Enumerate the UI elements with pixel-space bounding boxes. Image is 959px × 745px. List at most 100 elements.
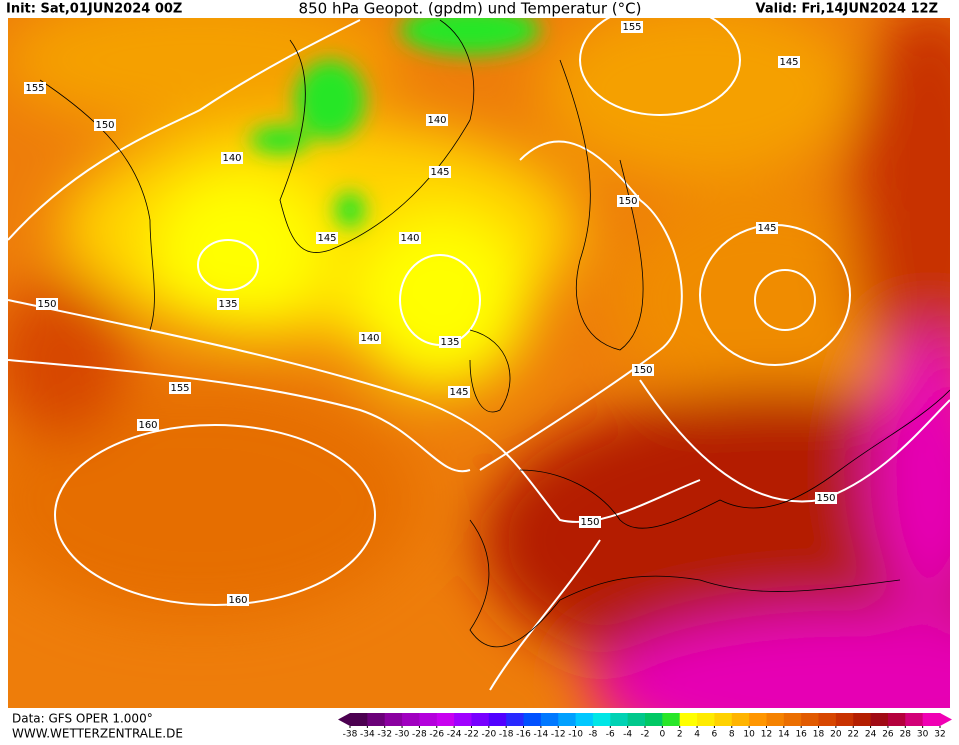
contour-label: 140 [360, 333, 379, 344]
colorbar-swatch [523, 713, 542, 726]
contour-label: 155 [25, 83, 44, 94]
coastlines [39, 19, 950, 648]
colorbar-tick-label: 16 [795, 730, 807, 740]
contour-label-bg [316, 232, 338, 244]
colorbar-swatch [887, 713, 906, 726]
colorbar-swatch [662, 713, 681, 726]
site: WWW.WETTERZENTRALE.DE [12, 727, 183, 741]
colorbar-tick-label: -18 [499, 730, 514, 740]
colorbar-tick-label: 26 [882, 730, 894, 740]
colorbar-tick-label: 2 [677, 730, 683, 740]
map-title: 850 hPa Geopot. (gpdm) und Temperatur (°… [299, 0, 642, 18]
contour-label: 135 [218, 299, 237, 310]
colorbar: -38 -34 -32 -30 -28 -26 -24 -22 -20 -18 -16 -14 -12-… [338, 713, 952, 740]
colorbar-swatch [714, 713, 733, 726]
colorbar-swatch [610, 713, 629, 726]
colorbar-swatch [766, 713, 785, 726]
contour-label-bg [359, 332, 381, 344]
colorbar-tick-label: -22 [464, 730, 479, 740]
cold-patches [250, 18, 540, 228]
colorbar-swatch [801, 713, 820, 726]
contour-label: 160 [138, 420, 157, 431]
colorbar-tick-label: 6 [712, 730, 718, 740]
colorbar-tick-label: -20 [481, 730, 496, 740]
colorbar-tick-label: 14 [778, 730, 790, 740]
colorbar-swatch [488, 713, 507, 726]
colorbar-tick-label: -6 [606, 730, 615, 740]
contour-label-bg [621, 21, 643, 33]
colorbar-swatch [419, 713, 438, 726]
colorbar-swatch [384, 713, 403, 726]
contour-label: 145 [449, 387, 468, 398]
contour-label: 140 [427, 115, 446, 126]
colorbar-tick-label: 12 [761, 730, 772, 740]
colorbar-tick-label: 18 [813, 730, 825, 740]
contour-label-bg [448, 386, 470, 398]
contour-label-bg [617, 195, 639, 207]
colorbar-swatch [506, 713, 525, 726]
colorbar-swatch [471, 713, 490, 726]
colorbar-swatch [783, 713, 802, 726]
colorbar-swatch [592, 713, 611, 726]
colorbar-tick-label: -24 [447, 730, 462, 740]
colorbar-tick-label: -8 [588, 730, 597, 740]
contour-label-bg [429, 166, 451, 178]
colorbar-swatch [731, 713, 750, 726]
contour-label: 145 [317, 233, 336, 244]
colorbar-tick-label: -4 [623, 730, 632, 740]
contour-label-bg [94, 119, 116, 131]
colorbar-tick-label: 28 [900, 730, 912, 740]
colorbar-tick-label: 24 [865, 730, 877, 740]
contour-label: 145 [757, 223, 776, 234]
colorbar-tick-label: -2 [641, 730, 650, 740]
contour-label-bg [579, 516, 601, 528]
colorbar-swatch [905, 713, 924, 726]
contour-label: 145 [430, 167, 449, 178]
colorbar-tick-label: -28 [412, 730, 427, 740]
colorbar-tick-label: -10 [568, 730, 583, 740]
colorbar-low-arrow [338, 713, 350, 726]
contour-labels: 155 155 145 150 140 140 145 150 145 140 145 135 135 1… [24, 21, 837, 606]
contour-label-bg [24, 82, 46, 94]
colorbar-swatch [645, 713, 663, 726]
colorbar-tick-label: 8 [729, 730, 735, 740]
colorbar-swatch [367, 713, 386, 726]
valid-time: Valid: Fri,14JUN2024 12Z [755, 2, 938, 17]
contour-label-bg [169, 382, 191, 394]
contour-label: 140 [400, 233, 419, 244]
colorbar-swatch [697, 713, 715, 726]
colorbar-swatch [627, 713, 646, 726]
colorbar-swatch [870, 713, 889, 726]
contour-label: 135 [440, 337, 459, 348]
contour-label-bg [137, 419, 159, 431]
colorbar-tick-label: -12 [551, 730, 566, 740]
colorbar-tick-label: 4 [694, 730, 700, 740]
contour-label: 150 [633, 365, 652, 376]
contour-label-bg [227, 594, 249, 606]
contour-label-bg [632, 364, 654, 376]
colorbar-tick-label: 20 [830, 730, 842, 740]
contour-label-bg [217, 298, 239, 310]
colorbar-tick-label: -32 [377, 730, 392, 740]
colorbar-tick-label: -26 [429, 730, 444, 740]
init-time: Init: Sat,01JUN2024 00Z [6, 2, 182, 17]
contour-label-bg [439, 336, 461, 348]
colorbar-high-arrow [940, 713, 952, 726]
colorbar-swatch [402, 713, 420, 726]
colorbar-swatch [558, 713, 577, 726]
colorbar-tick-label: -14 [534, 730, 549, 740]
colorbar-tick-label: 0 [659, 730, 665, 740]
data-source: Data: GFS OPER 1.000° [12, 712, 153, 726]
contour-label: 155 [622, 22, 641, 33]
contour-label-bg [778, 56, 800, 68]
colorbar-swatch [818, 713, 837, 726]
contour-label: 150 [618, 196, 637, 207]
colorbar-swatch [350, 713, 368, 726]
contour-label: 145 [779, 57, 798, 68]
colorbar-swatch [454, 713, 472, 726]
contour-label: 140 [222, 153, 241, 164]
colorbar-swatch [540, 713, 559, 726]
contour-label-bg [221, 152, 243, 164]
contour-label-bg [36, 298, 58, 310]
